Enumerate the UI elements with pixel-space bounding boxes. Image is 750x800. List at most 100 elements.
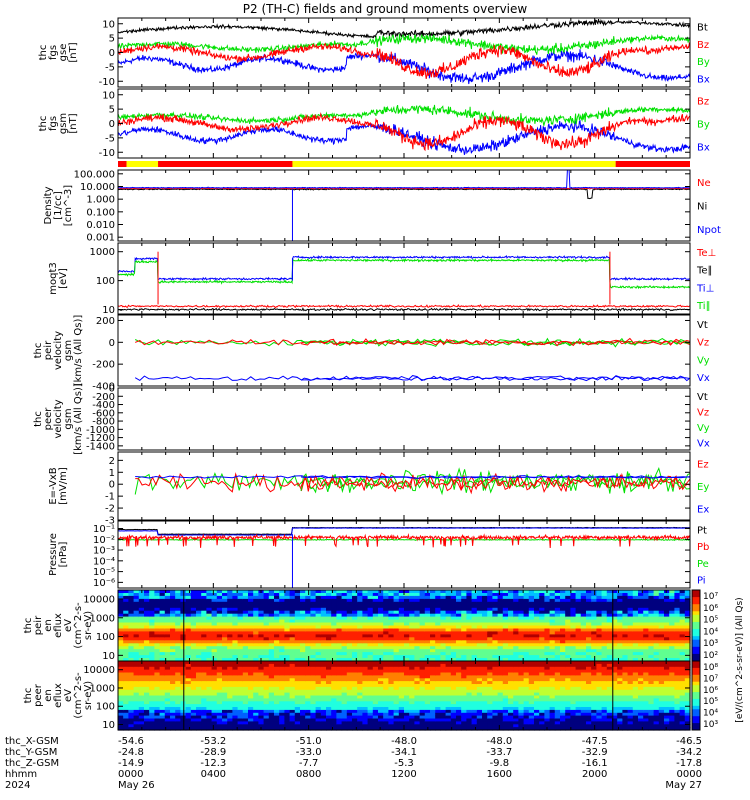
spectrogram-cell	[617, 661, 623, 665]
spectrogram-cell	[612, 698, 618, 702]
spectrogram-cell	[310, 686, 317, 691]
spectrogram-cell	[190, 643, 197, 647]
spectrogram-cell	[331, 721, 337, 725]
spectrogram-cell	[310, 652, 317, 656]
spectrogram-cell	[409, 675, 415, 679]
spectrogram-cell	[502, 637, 509, 641]
spectrogram-cell	[175, 724, 181, 728]
spectrogram-cell	[622, 595, 629, 600]
spectrogram-cell	[398, 631, 405, 635]
spectrogram-cell	[372, 631, 379, 635]
spectrogram-cell	[201, 649, 207, 653]
spectrogram-cell	[513, 640, 519, 644]
spectrogram-cell	[554, 666, 561, 671]
spectrogram-cell	[586, 698, 592, 702]
spectrogram-cell	[513, 704, 519, 708]
spectrogram-cell	[487, 637, 493, 641]
spectrogram-cell	[149, 675, 155, 679]
spectrogram-cell	[612, 643, 618, 647]
spectrogram-cell	[606, 709, 613, 714]
spectrogram-cell	[164, 640, 171, 644]
spectrogram-cell	[284, 649, 291, 653]
spectrogram-cell	[580, 590, 587, 594]
spectrogram-cell	[232, 593, 239, 597]
spectrogram-cell	[435, 686, 441, 691]
spectrogram-cell	[196, 709, 202, 714]
spectrogram-cell	[326, 718, 332, 722]
spectrogram-cell	[378, 655, 384, 659]
spectrogram-cell	[528, 709, 535, 714]
spectrogram-cell	[149, 707, 155, 711]
spectrogram-cell	[388, 628, 395, 633]
spectrogram-cell	[196, 669, 202, 674]
spectrogram-cell	[138, 684, 145, 688]
spectrogram-cell	[149, 663, 155, 668]
spectrogram-cell	[378, 661, 384, 665]
spectrogram-cell	[487, 666, 493, 671]
spectrogram-cell	[591, 634, 597, 638]
spectrogram-cell	[206, 712, 213, 717]
spectrogram-cell	[684, 646, 691, 650]
spectrogram-cell	[315, 695, 322, 699]
spectrogram-cell	[409, 712, 415, 717]
spectrogram-cell	[211, 590, 218, 594]
spectrogram-cell	[133, 666, 140, 671]
spectrogram-cell	[591, 655, 597, 659]
spectrogram-cell	[284, 616, 291, 621]
spectrogram-cell	[227, 675, 233, 679]
spectrogram-cell	[289, 637, 296, 641]
spectrogram-cell	[248, 709, 254, 714]
spectrogram-cell	[508, 724, 514, 728]
spectrogram-cell	[601, 625, 608, 630]
spectrogram-cell	[398, 625, 405, 630]
spectrogram-cell	[206, 649, 213, 653]
spectrogram-cell	[435, 724, 441, 728]
spectrogram-cell	[669, 658, 675, 662]
spectrogram-cell	[461, 695, 467, 699]
spectrogram-cell	[242, 646, 249, 650]
spectrogram-cell	[253, 604, 259, 609]
spectrogram-cell	[554, 715, 561, 720]
spectrogram-cell	[211, 675, 218, 679]
spectrogram-cell	[144, 625, 150, 630]
spectrogram-cell	[575, 595, 582, 600]
spectrogram-cell	[144, 663, 150, 668]
spectrogram-cell	[596, 604, 603, 609]
spectrogram-cell	[461, 649, 467, 653]
spectrogram-cell	[175, 595, 181, 600]
spectrogram-cell	[653, 625, 660, 630]
spectrogram-cell	[471, 701, 478, 705]
spectrogram-cell	[560, 631, 566, 635]
spectrogram-cell	[170, 681, 176, 685]
spectrogram-cell	[487, 669, 493, 674]
spectrogram-cell	[482, 598, 488, 603]
spectrogram-cell	[560, 601, 566, 606]
spectrogram-cell	[518, 698, 525, 702]
spectrogram-cell	[617, 643, 623, 647]
spectrogram-cell	[518, 643, 525, 647]
spectrogram-cell	[253, 684, 259, 688]
spectrogram-cell	[284, 727, 291, 731]
spectrogram-cell	[570, 598, 577, 603]
spectrogram-cell	[502, 707, 509, 711]
spectrogram-cell	[300, 607, 306, 612]
spectrogram-cell	[378, 681, 384, 685]
spectrogram-cell	[331, 724, 337, 728]
spectrogram-cell	[393, 661, 400, 665]
spectrogram-cell	[617, 727, 623, 731]
spectrogram-cell	[622, 646, 629, 650]
spectrogram-cell	[346, 669, 353, 674]
spectrogram-cell	[196, 695, 202, 699]
spectrogram-cell	[565, 727, 571, 731]
spectrogram-cell	[456, 593, 462, 597]
spectrogram-cell	[227, 707, 233, 711]
spectrogram-cell	[175, 704, 181, 708]
spectrogram-cell	[388, 661, 395, 665]
spectrogram-cell	[528, 622, 535, 627]
spectrogram-cell	[534, 701, 540, 705]
spectrogram-cell	[123, 601, 129, 606]
spectrogram-cell	[430, 666, 436, 671]
spectrogram-cell	[144, 658, 150, 662]
spectrogram-cell	[450, 610, 457, 615]
